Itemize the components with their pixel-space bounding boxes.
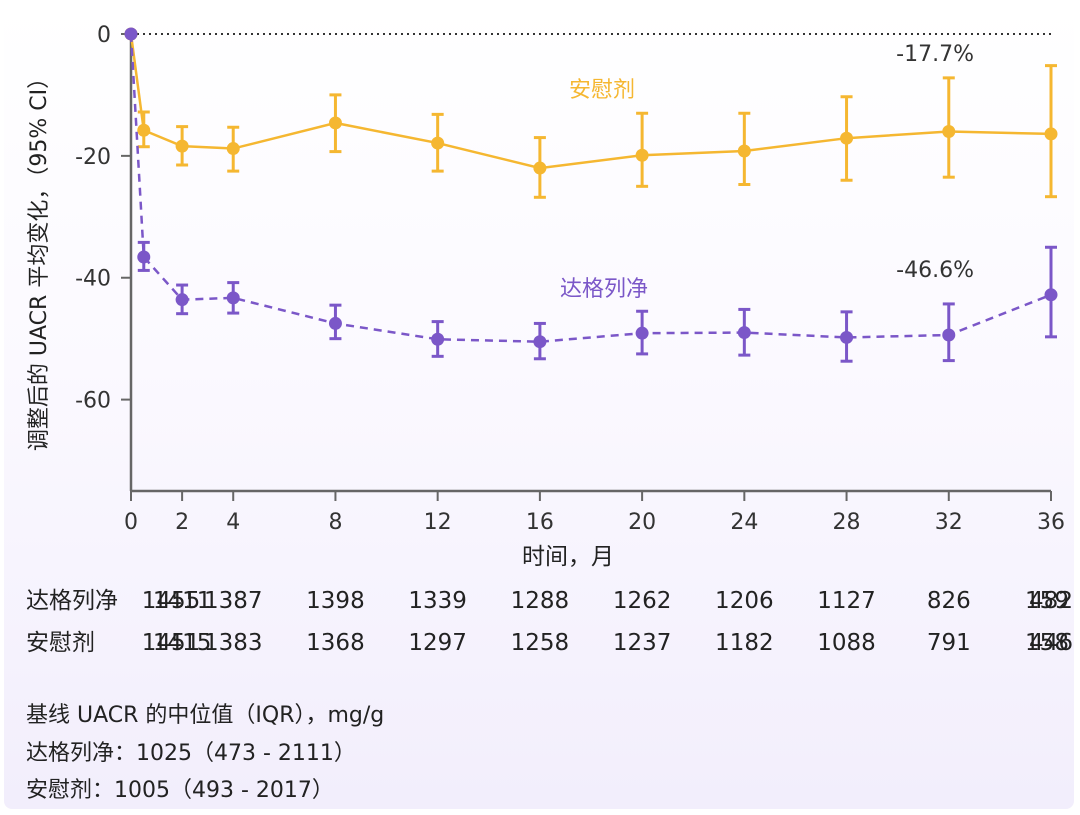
risk-count: 826 bbox=[926, 588, 971, 614]
placebo-data-point bbox=[226, 142, 240, 156]
dapagliflozin-data-point bbox=[328, 316, 342, 330]
risk-count: 1383 bbox=[203, 630, 263, 656]
dapagliflozin-data-point bbox=[137, 250, 151, 264]
risk-row-name: 安慰剂 bbox=[26, 630, 95, 656]
x-tick-label: 20 bbox=[628, 510, 656, 535]
risk-count: 1206 bbox=[715, 588, 774, 614]
y-axis-label: 调整后的 UACR 平均变化，（95% CI） bbox=[27, 67, 52, 451]
risk-count: 1398 bbox=[306, 588, 365, 614]
placebo-data-point bbox=[533, 161, 547, 175]
chart-card: 调整后的 UACR 平均变化，（95% CI） 时间，月 -17.7% -46.… bbox=[4, 4, 1074, 809]
dapagliflozin-data-point bbox=[737, 326, 751, 340]
x-tick-label: 0 bbox=[124, 510, 138, 535]
placebo-data-point bbox=[635, 148, 649, 162]
x-tick-label: 16 bbox=[526, 510, 554, 535]
risk-count: 791 bbox=[926, 630, 971, 656]
risk-count: 1387 bbox=[203, 588, 263, 614]
dapagliflozin-data-point bbox=[533, 335, 547, 349]
risk-count: 1297 bbox=[408, 630, 467, 656]
risk-count: 1455 bbox=[141, 588, 201, 614]
risk-count: 446 bbox=[1029, 630, 1073, 656]
placebo-series-label: 安慰剂 bbox=[569, 78, 635, 103]
dapagliflozin-data-point bbox=[942, 328, 956, 342]
risk-count: 482 bbox=[1029, 588, 1073, 614]
placebo-data-point bbox=[137, 123, 151, 137]
x-tick-label: 24 bbox=[730, 510, 758, 535]
risk-count: 1411 bbox=[152, 588, 212, 614]
placebo-data-point bbox=[328, 116, 342, 130]
risk-row-name: 达格列净 bbox=[26, 588, 118, 614]
x-tick-label: 8 bbox=[328, 510, 342, 535]
placebo-data-point bbox=[175, 139, 189, 153]
placebo-data-point bbox=[1044, 127, 1058, 141]
baseline-note-dapagliflozin: 达格列净：1025（473 - 2111） bbox=[26, 741, 356, 766]
x-tick-label: 4 bbox=[226, 510, 240, 535]
risk-count: 1088 bbox=[817, 630, 876, 656]
dapagliflozin-data-point bbox=[635, 326, 649, 340]
y-tick-label: 0 bbox=[97, 23, 111, 48]
placebo-end-label: -17.7% bbox=[896, 42, 974, 67]
placebo-data-point bbox=[942, 124, 956, 138]
dapagliflozin-series-label: 达格列净 bbox=[560, 277, 648, 302]
x-tick-label: 12 bbox=[424, 510, 452, 535]
risk-count: 1258 bbox=[510, 630, 570, 656]
y-tick-label: -60 bbox=[75, 389, 111, 414]
baseline-note-title: 基线 UACR 的中位值（IQR），mg/g bbox=[26, 703, 385, 728]
dapagliflozin-data-point bbox=[840, 330, 854, 344]
placebo-data-point bbox=[737, 144, 751, 158]
placebo-data-point bbox=[431, 136, 445, 150]
risk-count: 1127 bbox=[817, 588, 876, 614]
placebo-series-line bbox=[129, 33, 1052, 170]
dapagliflozin-data-point bbox=[226, 291, 240, 305]
risk-count: 1262 bbox=[612, 588, 672, 614]
y-tick-label: -40 bbox=[75, 267, 111, 292]
x-tick-label: 2 bbox=[175, 510, 189, 535]
risk-count: 1368 bbox=[306, 630, 365, 656]
risk-count: 1288 bbox=[510, 588, 570, 614]
dapagliflozin-data-point bbox=[431, 332, 445, 346]
dapagliflozin-end-label: -46.6% bbox=[896, 258, 974, 283]
x-tick-label: 36 bbox=[1037, 510, 1065, 535]
dapagliflozin-data-point bbox=[124, 27, 138, 41]
uacr-line-chart: 调整后的 UACR 平均变化，（95% CI） 时间，月 -17.7% -46.… bbox=[27, 23, 1065, 570]
baseline-note-placebo: 安慰剂：1005（493 - 2017） bbox=[26, 778, 334, 803]
x-tick-label: 28 bbox=[833, 510, 861, 535]
x-axis-label: 时间，月 bbox=[522, 544, 614, 570]
dapagliflozin-data-point bbox=[175, 293, 189, 307]
risk-count: 1339 bbox=[408, 588, 467, 614]
dapagliflozin-series-line bbox=[129, 33, 1052, 343]
risk-count: 1237 bbox=[612, 630, 672, 656]
risk-count: 158 bbox=[1025, 630, 1069, 656]
risk-count: 1451 bbox=[141, 630, 201, 656]
placebo-data-point bbox=[840, 131, 854, 145]
x-tick-label: 32 bbox=[935, 510, 963, 535]
risk-count: 1415 bbox=[152, 630, 212, 656]
dapagliflozin-data-point bbox=[1044, 288, 1058, 302]
risk-count: 159 bbox=[1025, 588, 1069, 614]
risk-count: 1182 bbox=[715, 630, 774, 656]
y-tick-label: -20 bbox=[75, 145, 111, 170]
